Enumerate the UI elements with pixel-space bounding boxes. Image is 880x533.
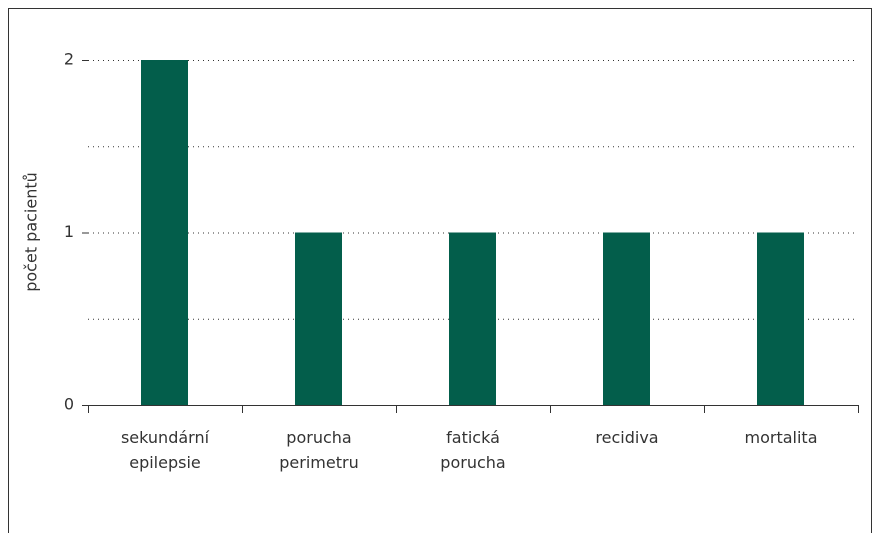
x-tick-label-line: mortalita (745, 428, 818, 447)
x-tick-label: mortalita (745, 428, 818, 447)
bar (295, 232, 342, 405)
x-tick-label-line: porucha (286, 428, 351, 447)
y-tick-label: 1 (64, 222, 74, 241)
y-tick-label: 0 (64, 395, 74, 414)
x-tick-label: porucha perimetru (279, 428, 358, 472)
x-tick-label: fatická porucha (440, 428, 505, 472)
bar (603, 232, 650, 405)
x-tick-label-line: porucha (440, 453, 505, 472)
y-axis-label: počet pacientů (22, 172, 41, 292)
frame (8, 8, 872, 533)
x-tick-label-line: perimetru (279, 453, 358, 472)
x-tick-label-line: sekundární (121, 428, 210, 447)
bar (757, 232, 804, 405)
x-tick-label: sekundární epilepsie (121, 428, 210, 472)
bar (449, 232, 496, 405)
x-tick-label-line: epilepsie (129, 453, 201, 472)
x-tick-label-line: recidiva (595, 428, 658, 447)
x-tick-label-line: fatická (446, 428, 500, 447)
x-tick-label: recidiva (595, 428, 658, 447)
y-tick-label: 2 (64, 50, 74, 69)
bar (141, 60, 188, 405)
